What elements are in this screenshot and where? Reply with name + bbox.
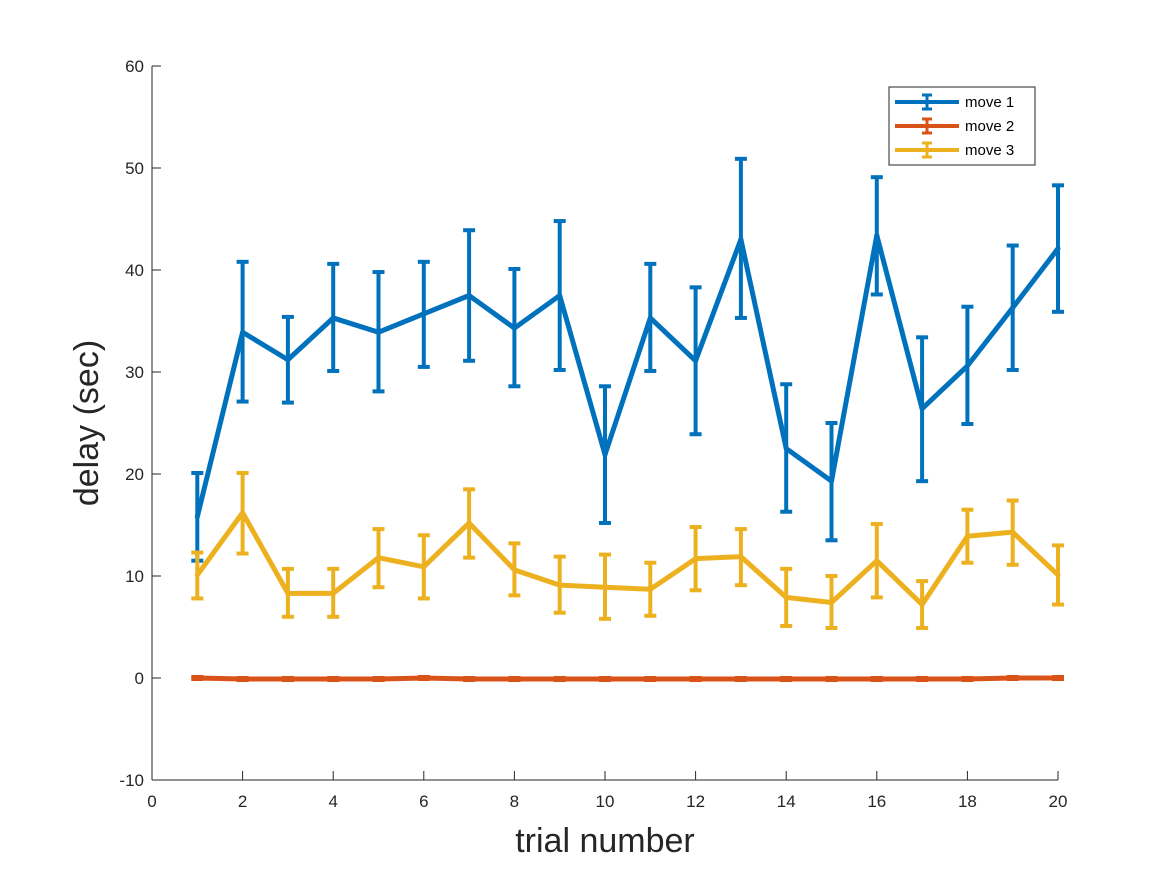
data-point bbox=[602, 584, 608, 590]
data-point bbox=[919, 676, 925, 682]
x-tick-label: 18 bbox=[958, 792, 977, 811]
data-point bbox=[194, 572, 200, 578]
data-point bbox=[1055, 675, 1061, 681]
legend-label: move 3 bbox=[965, 142, 1014, 159]
data-point bbox=[602, 676, 608, 682]
y-tick-label: 40 bbox=[125, 261, 144, 280]
data-point bbox=[964, 676, 970, 682]
data-point bbox=[285, 676, 291, 682]
data-point bbox=[557, 582, 563, 588]
data-point bbox=[647, 586, 653, 592]
y-tick-label: 20 bbox=[125, 465, 144, 484]
data-point bbox=[1010, 305, 1016, 311]
data-point bbox=[285, 590, 291, 596]
data-point bbox=[511, 325, 517, 331]
data-point bbox=[1010, 529, 1016, 535]
series-2 bbox=[191, 674, 1064, 683]
legend-item: move 3 bbox=[895, 141, 1014, 159]
data-point bbox=[738, 676, 744, 682]
y-tick-label: 50 bbox=[125, 159, 144, 178]
y-tick-label: -10 bbox=[119, 771, 144, 790]
x-tick-label: 8 bbox=[510, 792, 519, 811]
data-point bbox=[557, 676, 563, 682]
data-point bbox=[285, 357, 291, 363]
data-point bbox=[874, 558, 880, 564]
data-point bbox=[376, 329, 381, 335]
series-line bbox=[195, 510, 1060, 608]
data-point bbox=[693, 556, 699, 562]
data-point bbox=[1055, 572, 1061, 578]
x-axis-label: trial number bbox=[515, 822, 695, 860]
y-tick-label: 0 bbox=[135, 669, 144, 688]
data-point bbox=[693, 676, 699, 682]
x-tick-label: 20 bbox=[1049, 792, 1068, 811]
data-point bbox=[602, 452, 608, 458]
data-point bbox=[647, 676, 653, 682]
data-point bbox=[964, 533, 970, 539]
data-point bbox=[783, 676, 789, 682]
legend-item: move 1 bbox=[895, 93, 1014, 111]
data-point bbox=[919, 406, 925, 412]
x-tick-label: 2 bbox=[238, 792, 247, 811]
data-point bbox=[1055, 246, 1061, 252]
data-point bbox=[240, 676, 246, 682]
legend-label: move 2 bbox=[965, 118, 1014, 135]
data-point bbox=[829, 676, 834, 682]
x-tick-label: 10 bbox=[596, 792, 615, 811]
data-point bbox=[194, 675, 200, 681]
data-point bbox=[874, 232, 880, 238]
y-tick-label: 30 bbox=[125, 363, 144, 382]
x-tick-label: 12 bbox=[686, 792, 705, 811]
data-point bbox=[466, 293, 472, 298]
data-point bbox=[376, 676, 381, 682]
data-point bbox=[874, 676, 880, 682]
data-point bbox=[330, 315, 336, 321]
data-point bbox=[240, 329, 246, 335]
series-3 bbox=[191, 470, 1064, 631]
x-tick-label: 0 bbox=[147, 792, 156, 811]
data-point bbox=[376, 555, 381, 561]
x-tick-label: 16 bbox=[867, 792, 886, 811]
data-point bbox=[511, 676, 517, 682]
data-point bbox=[647, 315, 653, 321]
data-point bbox=[919, 602, 925, 608]
data-point bbox=[738, 236, 744, 242]
data-point bbox=[466, 520, 472, 526]
y-tick-label: 60 bbox=[125, 57, 144, 76]
data-point bbox=[783, 594, 789, 600]
x-tick-label: 14 bbox=[777, 792, 796, 811]
series-line bbox=[197, 675, 1058, 682]
y-axis-label: delay (sec) bbox=[68, 340, 106, 506]
data-point bbox=[1010, 675, 1016, 681]
legend-label: move 1 bbox=[965, 94, 1014, 111]
legend: move 1 move 2 move 3 bbox=[888, 86, 1036, 166]
data-point bbox=[194, 514, 200, 520]
data-point bbox=[511, 567, 517, 573]
data-point bbox=[693, 358, 699, 364]
series-line bbox=[194, 232, 1060, 518]
data-point bbox=[964, 363, 970, 369]
data-point bbox=[421, 564, 427, 570]
plot-area bbox=[191, 156, 1064, 683]
x-tick-label: 6 bbox=[419, 792, 428, 811]
data-point bbox=[557, 293, 563, 298]
data-point bbox=[240, 510, 246, 516]
legend-item: move 2 bbox=[895, 117, 1014, 135]
y-tick-label: 10 bbox=[125, 567, 144, 586]
data-point bbox=[330, 590, 336, 596]
data-point bbox=[829, 478, 834, 484]
x-tick-label: 4 bbox=[328, 792, 337, 811]
data-point bbox=[738, 554, 744, 560]
data-point bbox=[783, 446, 789, 451]
data-point bbox=[421, 675, 427, 681]
data-point bbox=[330, 676, 336, 682]
data-point bbox=[466, 676, 472, 682]
series-1 bbox=[191, 156, 1064, 563]
data-point bbox=[829, 600, 834, 606]
data-point bbox=[421, 311, 427, 317]
